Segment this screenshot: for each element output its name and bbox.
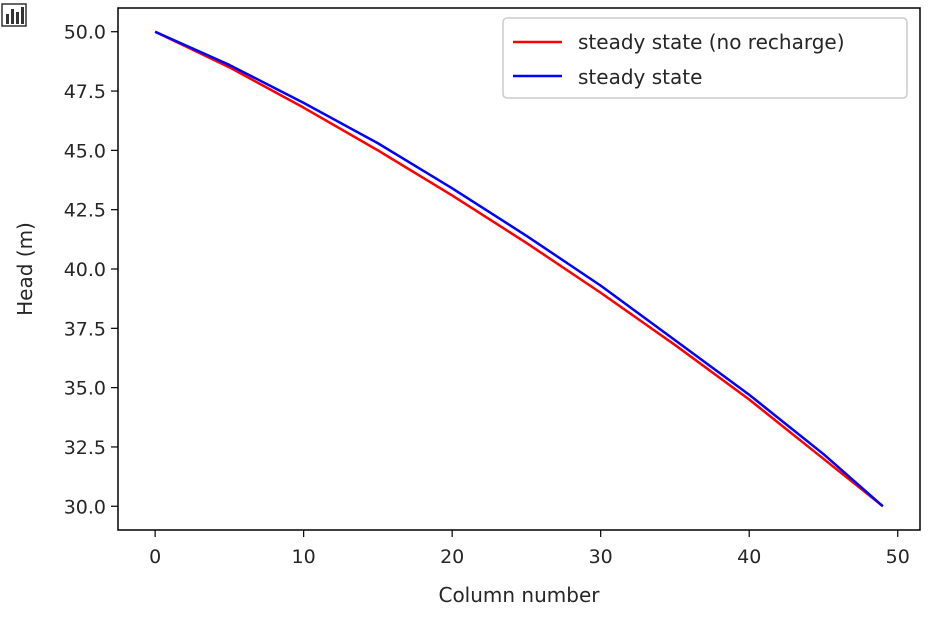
y-axis-label: Head (m): [13, 222, 37, 316]
x-tick-label: 50: [886, 546, 910, 568]
series-line-0: [154, 30, 884, 508]
legend-label-no-recharge: steady state (no recharge): [578, 30, 845, 54]
x-axis-label: Column number: [438, 583, 600, 607]
plot-lines: [154, 30, 884, 508]
y-tick-label: 50.0: [64, 22, 106, 44]
legend-label-steady-state: steady state: [578, 65, 702, 89]
x-tick-label: 10: [292, 546, 316, 568]
y-tick-label: 40.0: [64, 259, 106, 281]
x-tick-label: 20: [440, 546, 464, 568]
y-axis: 30.0 32.5 35.0 37.5 40.0 42.5 45.0 47.5 50.0: [64, 22, 118, 518]
y-tick-label: 35.0: [64, 378, 106, 400]
y-tick-label: 32.5: [64, 437, 106, 459]
x-tick-label: 30: [589, 546, 613, 568]
legend-frame: [502, 17, 908, 99]
x-axis: 0 10 20 30 40 50: [149, 530, 910, 568]
y-tick-label: 37.5: [64, 318, 106, 340]
y-tick-label: 47.5: [64, 81, 106, 103]
x-tick-label: 0: [149, 546, 161, 568]
x-tick-label: 40: [737, 546, 761, 568]
y-tick-label: 45.0: [64, 140, 106, 162]
y-tick-label: 42.5: [64, 200, 106, 222]
bar-chart-icon[interactable]: [1, 3, 27, 27]
series-line-1: [154, 30, 884, 508]
legend: steady state (no recharge) steady state: [502, 17, 908, 99]
y-tick-label: 30.0: [64, 496, 106, 518]
